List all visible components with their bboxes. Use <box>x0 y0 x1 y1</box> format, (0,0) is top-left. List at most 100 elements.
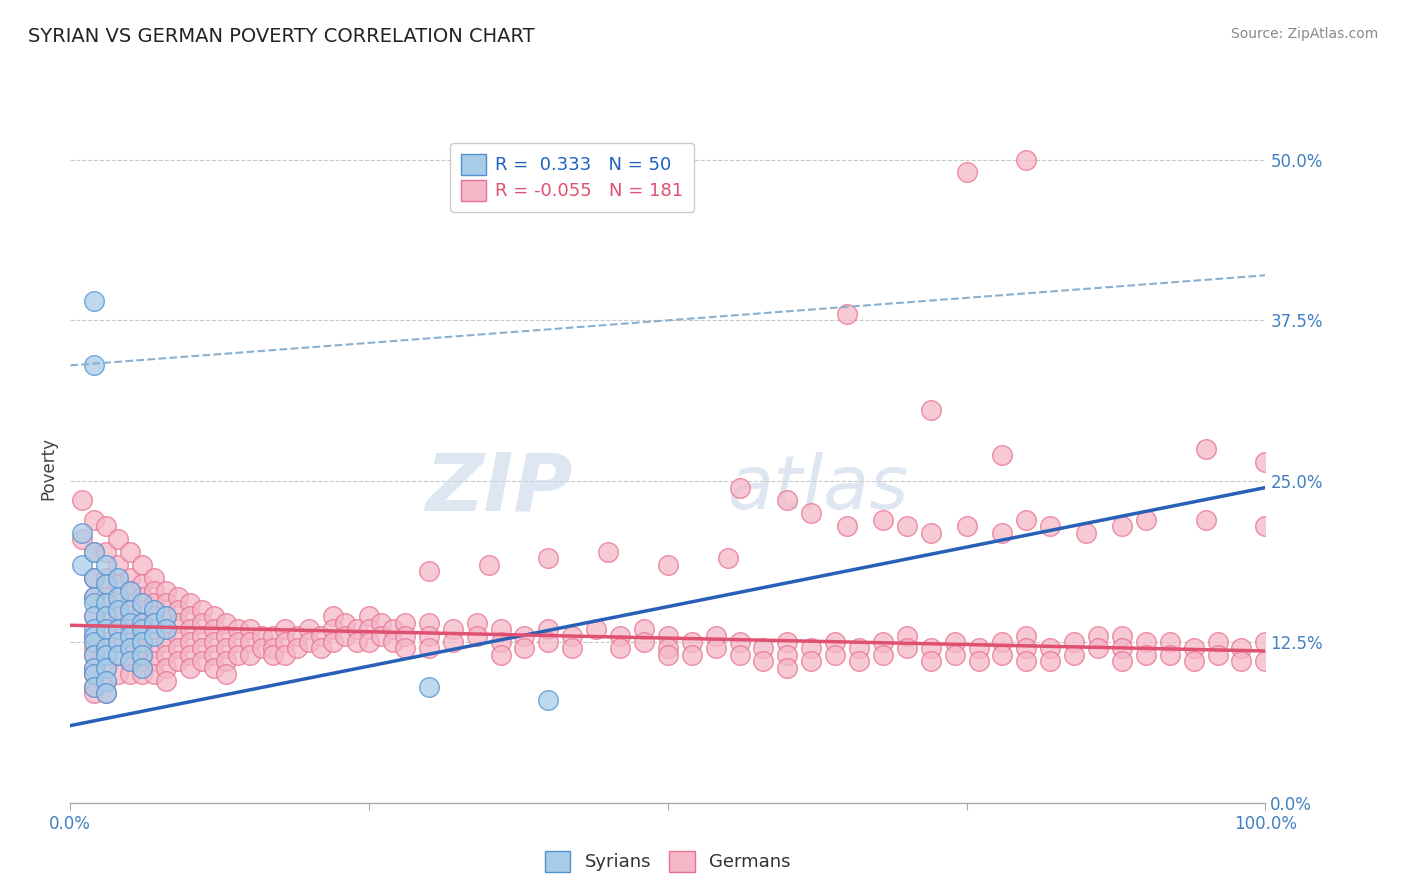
Point <box>143 622 166 636</box>
Point <box>107 648 129 662</box>
Point <box>359 635 381 649</box>
Point <box>309 628 333 642</box>
Point <box>70 493 93 508</box>
Point <box>274 648 297 662</box>
Point <box>96 545 117 559</box>
Point <box>250 628 273 642</box>
Point <box>96 661 117 675</box>
Point <box>1063 635 1085 649</box>
Point <box>274 622 297 636</box>
Point <box>155 609 177 624</box>
Point <box>120 583 141 598</box>
Point <box>155 648 177 662</box>
Point <box>166 603 188 617</box>
Point <box>1039 519 1062 533</box>
Point <box>179 661 201 675</box>
Point <box>298 635 321 649</box>
Point <box>657 648 679 662</box>
Point <box>920 403 942 417</box>
Point <box>120 622 141 636</box>
Point <box>1039 654 1062 668</box>
Point <box>155 609 177 624</box>
Point <box>120 628 141 642</box>
Point <box>800 641 823 656</box>
Point <box>418 628 440 642</box>
Point <box>131 603 153 617</box>
Point <box>872 635 894 649</box>
Point <box>920 654 942 668</box>
Point <box>155 622 177 636</box>
Point <box>96 635 117 649</box>
Point <box>287 641 309 656</box>
Point <box>70 532 93 546</box>
Point <box>107 590 129 604</box>
Point <box>155 635 177 649</box>
Point <box>441 622 464 636</box>
Point <box>131 577 153 591</box>
Point <box>83 609 105 624</box>
Point <box>1195 513 1218 527</box>
Point <box>991 525 1014 540</box>
Point <box>346 622 368 636</box>
Point <box>83 661 105 675</box>
Point <box>107 558 129 572</box>
Point <box>96 673 117 688</box>
Point <box>107 622 129 636</box>
Point <box>657 558 679 572</box>
Point <box>143 654 166 668</box>
Point <box>335 615 357 630</box>
Point <box>191 615 214 630</box>
Point <box>896 628 918 642</box>
Point <box>131 648 153 662</box>
Point <box>1195 442 1218 456</box>
Point <box>191 603 214 617</box>
Point <box>131 635 153 649</box>
Point <box>107 635 129 649</box>
Point <box>370 628 392 642</box>
Point <box>967 654 990 668</box>
Point <box>776 493 799 508</box>
Point <box>370 615 392 630</box>
Point <box>120 615 141 630</box>
Point <box>1063 648 1085 662</box>
Point <box>382 635 405 649</box>
Point <box>418 680 440 694</box>
Point <box>478 558 501 572</box>
Point <box>681 648 703 662</box>
Point <box>728 648 751 662</box>
Point <box>70 525 93 540</box>
Point <box>382 622 405 636</box>
Point <box>1230 641 1253 656</box>
Point <box>83 628 105 642</box>
Point <box>107 532 129 546</box>
Point <box>872 648 894 662</box>
Point <box>107 596 129 610</box>
Point <box>96 673 117 688</box>
Point <box>179 596 201 610</box>
Point <box>1254 635 1277 649</box>
Point <box>179 622 201 636</box>
Point <box>1087 641 1109 656</box>
Point <box>728 635 751 649</box>
Point <box>179 609 201 624</box>
Point <box>96 571 117 585</box>
Point <box>83 590 105 604</box>
Point <box>1111 654 1133 668</box>
Point <box>107 571 129 585</box>
Point <box>83 609 105 624</box>
Point <box>96 686 117 700</box>
Point <box>537 635 560 649</box>
Point <box>96 648 117 662</box>
Point <box>131 558 153 572</box>
Point <box>214 615 236 630</box>
Point <box>107 603 129 617</box>
Point <box>191 641 214 656</box>
Point <box>83 680 105 694</box>
Point <box>107 609 129 624</box>
Point <box>1039 641 1062 656</box>
Point <box>991 635 1014 649</box>
Point <box>824 648 846 662</box>
Point <box>513 641 536 656</box>
Point <box>120 667 141 681</box>
Point <box>704 628 727 642</box>
